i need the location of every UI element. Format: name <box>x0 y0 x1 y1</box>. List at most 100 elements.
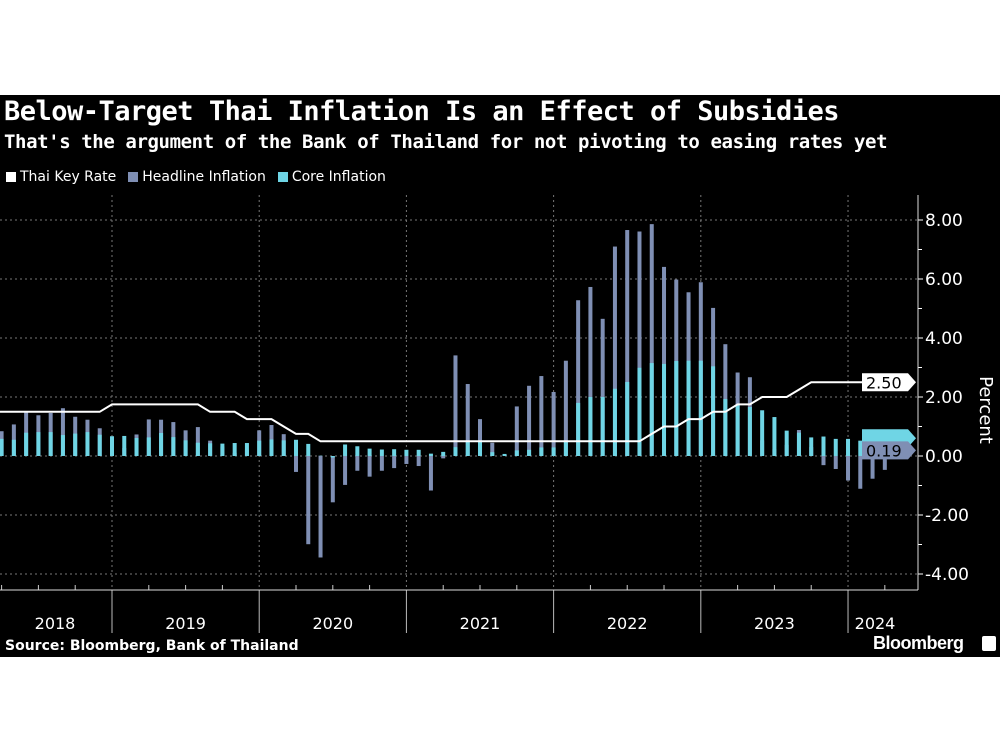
headline-bar <box>576 300 581 456</box>
legend-label: Thai Key Rate <box>20 169 117 185</box>
core-bar <box>809 437 814 456</box>
core-bar <box>171 437 176 456</box>
source-note: Source: Bloomberg, Bank of Thailand <box>5 638 299 654</box>
x-tick-label: 2020 <box>312 614 353 633</box>
headline-bar <box>367 456 372 477</box>
core-bar <box>232 443 237 456</box>
core-bar <box>514 450 519 456</box>
core-bar <box>465 441 470 456</box>
core-bar <box>625 381 630 456</box>
core-bar <box>637 367 642 456</box>
headline-bar <box>588 286 593 456</box>
headline-bar <box>514 406 519 456</box>
headline-bar <box>882 456 887 470</box>
headline-bar <box>428 456 433 491</box>
x-tick-label: 2019 <box>165 614 206 633</box>
legend-item-core: Core Inflation <box>277 169 386 185</box>
core-bar <box>183 440 188 456</box>
core-bar <box>60 435 65 456</box>
core-bar <box>244 443 249 456</box>
core-bar <box>662 363 667 456</box>
core-bar <box>563 440 568 456</box>
bloomberg-chart-icon <box>982 636 996 651</box>
headline-bar <box>563 360 568 456</box>
core-bar <box>539 447 544 456</box>
headline-bar <box>637 231 642 456</box>
y-tick-label: 4.00 <box>925 329 963 349</box>
core-bar <box>11 439 16 456</box>
chart-title: Below-Target Thai Inflation Is an Effect… <box>4 96 840 127</box>
core-bar <box>588 397 593 456</box>
core-bar <box>36 432 41 456</box>
core-bar <box>686 360 691 456</box>
headline-bar <box>858 456 863 489</box>
core-bar <box>269 439 274 456</box>
core-bar <box>195 442 200 456</box>
legend-swatch <box>128 172 139 182</box>
headline-bar <box>330 456 335 503</box>
key-rate-value-tag <box>862 373 916 392</box>
y-axis-label: Percent <box>975 376 996 444</box>
core-bar <box>674 361 679 456</box>
headline-bar <box>870 456 875 479</box>
core-bar <box>97 434 102 456</box>
headline-bar <box>612 246 617 456</box>
y-tick-label: 6.00 <box>925 270 963 290</box>
core-bar <box>48 432 53 456</box>
core-bar <box>478 440 483 456</box>
core-bar <box>576 402 581 456</box>
headline-bar <box>379 456 384 471</box>
headline-bar <box>355 456 360 471</box>
core-bar <box>122 435 127 456</box>
x-tick-label: 2023 <box>754 614 795 633</box>
key-rate-line <box>0 381 898 443</box>
x-tick-label: 2018 <box>35 614 76 633</box>
headline-bar <box>416 456 421 467</box>
x-tick-label: 2021 <box>460 614 501 633</box>
core-bar <box>833 438 838 456</box>
headline-bar <box>539 376 544 456</box>
headline-bar <box>649 224 654 456</box>
core-bar <box>784 430 789 456</box>
legend-swatch <box>277 172 288 182</box>
core-bar <box>24 432 29 456</box>
core-bar <box>747 407 752 456</box>
headline-bar <box>490 442 495 456</box>
core-bar <box>649 363 654 456</box>
x-tick-label: 2022 <box>607 614 648 633</box>
headline-bar <box>551 391 556 456</box>
core-bar <box>367 448 372 456</box>
headline-bar <box>465 384 470 456</box>
headline-bar <box>343 456 348 485</box>
headline-bar <box>453 355 458 456</box>
core-bar <box>846 438 851 456</box>
core-bar <box>306 443 311 456</box>
core-bar <box>392 449 397 456</box>
core-bar <box>73 433 78 456</box>
key-rate-value-tag-label: 2.50 <box>866 373 902 392</box>
headline-bar <box>60 408 65 456</box>
bloomberg-logo: Bloomberg <box>873 633 964 653</box>
headline-bar <box>294 456 299 472</box>
core-bar <box>0 438 4 456</box>
core-bar <box>502 453 507 456</box>
headline-bar <box>392 456 397 469</box>
core-bar <box>735 404 740 456</box>
legend-label: Headline Inflation <box>142 169 266 185</box>
chart-subtitle: That's the argument of the Bank of Thail… <box>4 131 888 153</box>
core-bar <box>428 453 433 456</box>
core-bar <box>257 440 262 456</box>
core-bar <box>85 432 90 456</box>
y-tick-label: -2.00 <box>925 506 969 526</box>
chart-panel <box>0 95 1000 657</box>
core-bar <box>527 449 532 456</box>
headline-bar <box>846 456 851 481</box>
core-bar <box>379 449 384 456</box>
legend-swatch <box>6 172 16 182</box>
core-bar <box>723 399 728 456</box>
y-tick-label: 0.00 <box>925 447 963 467</box>
headline-bar <box>833 456 838 469</box>
core-bar <box>294 439 299 456</box>
headline-value-tag-label: 0.19 <box>866 441 902 460</box>
headline-bar <box>600 318 605 456</box>
